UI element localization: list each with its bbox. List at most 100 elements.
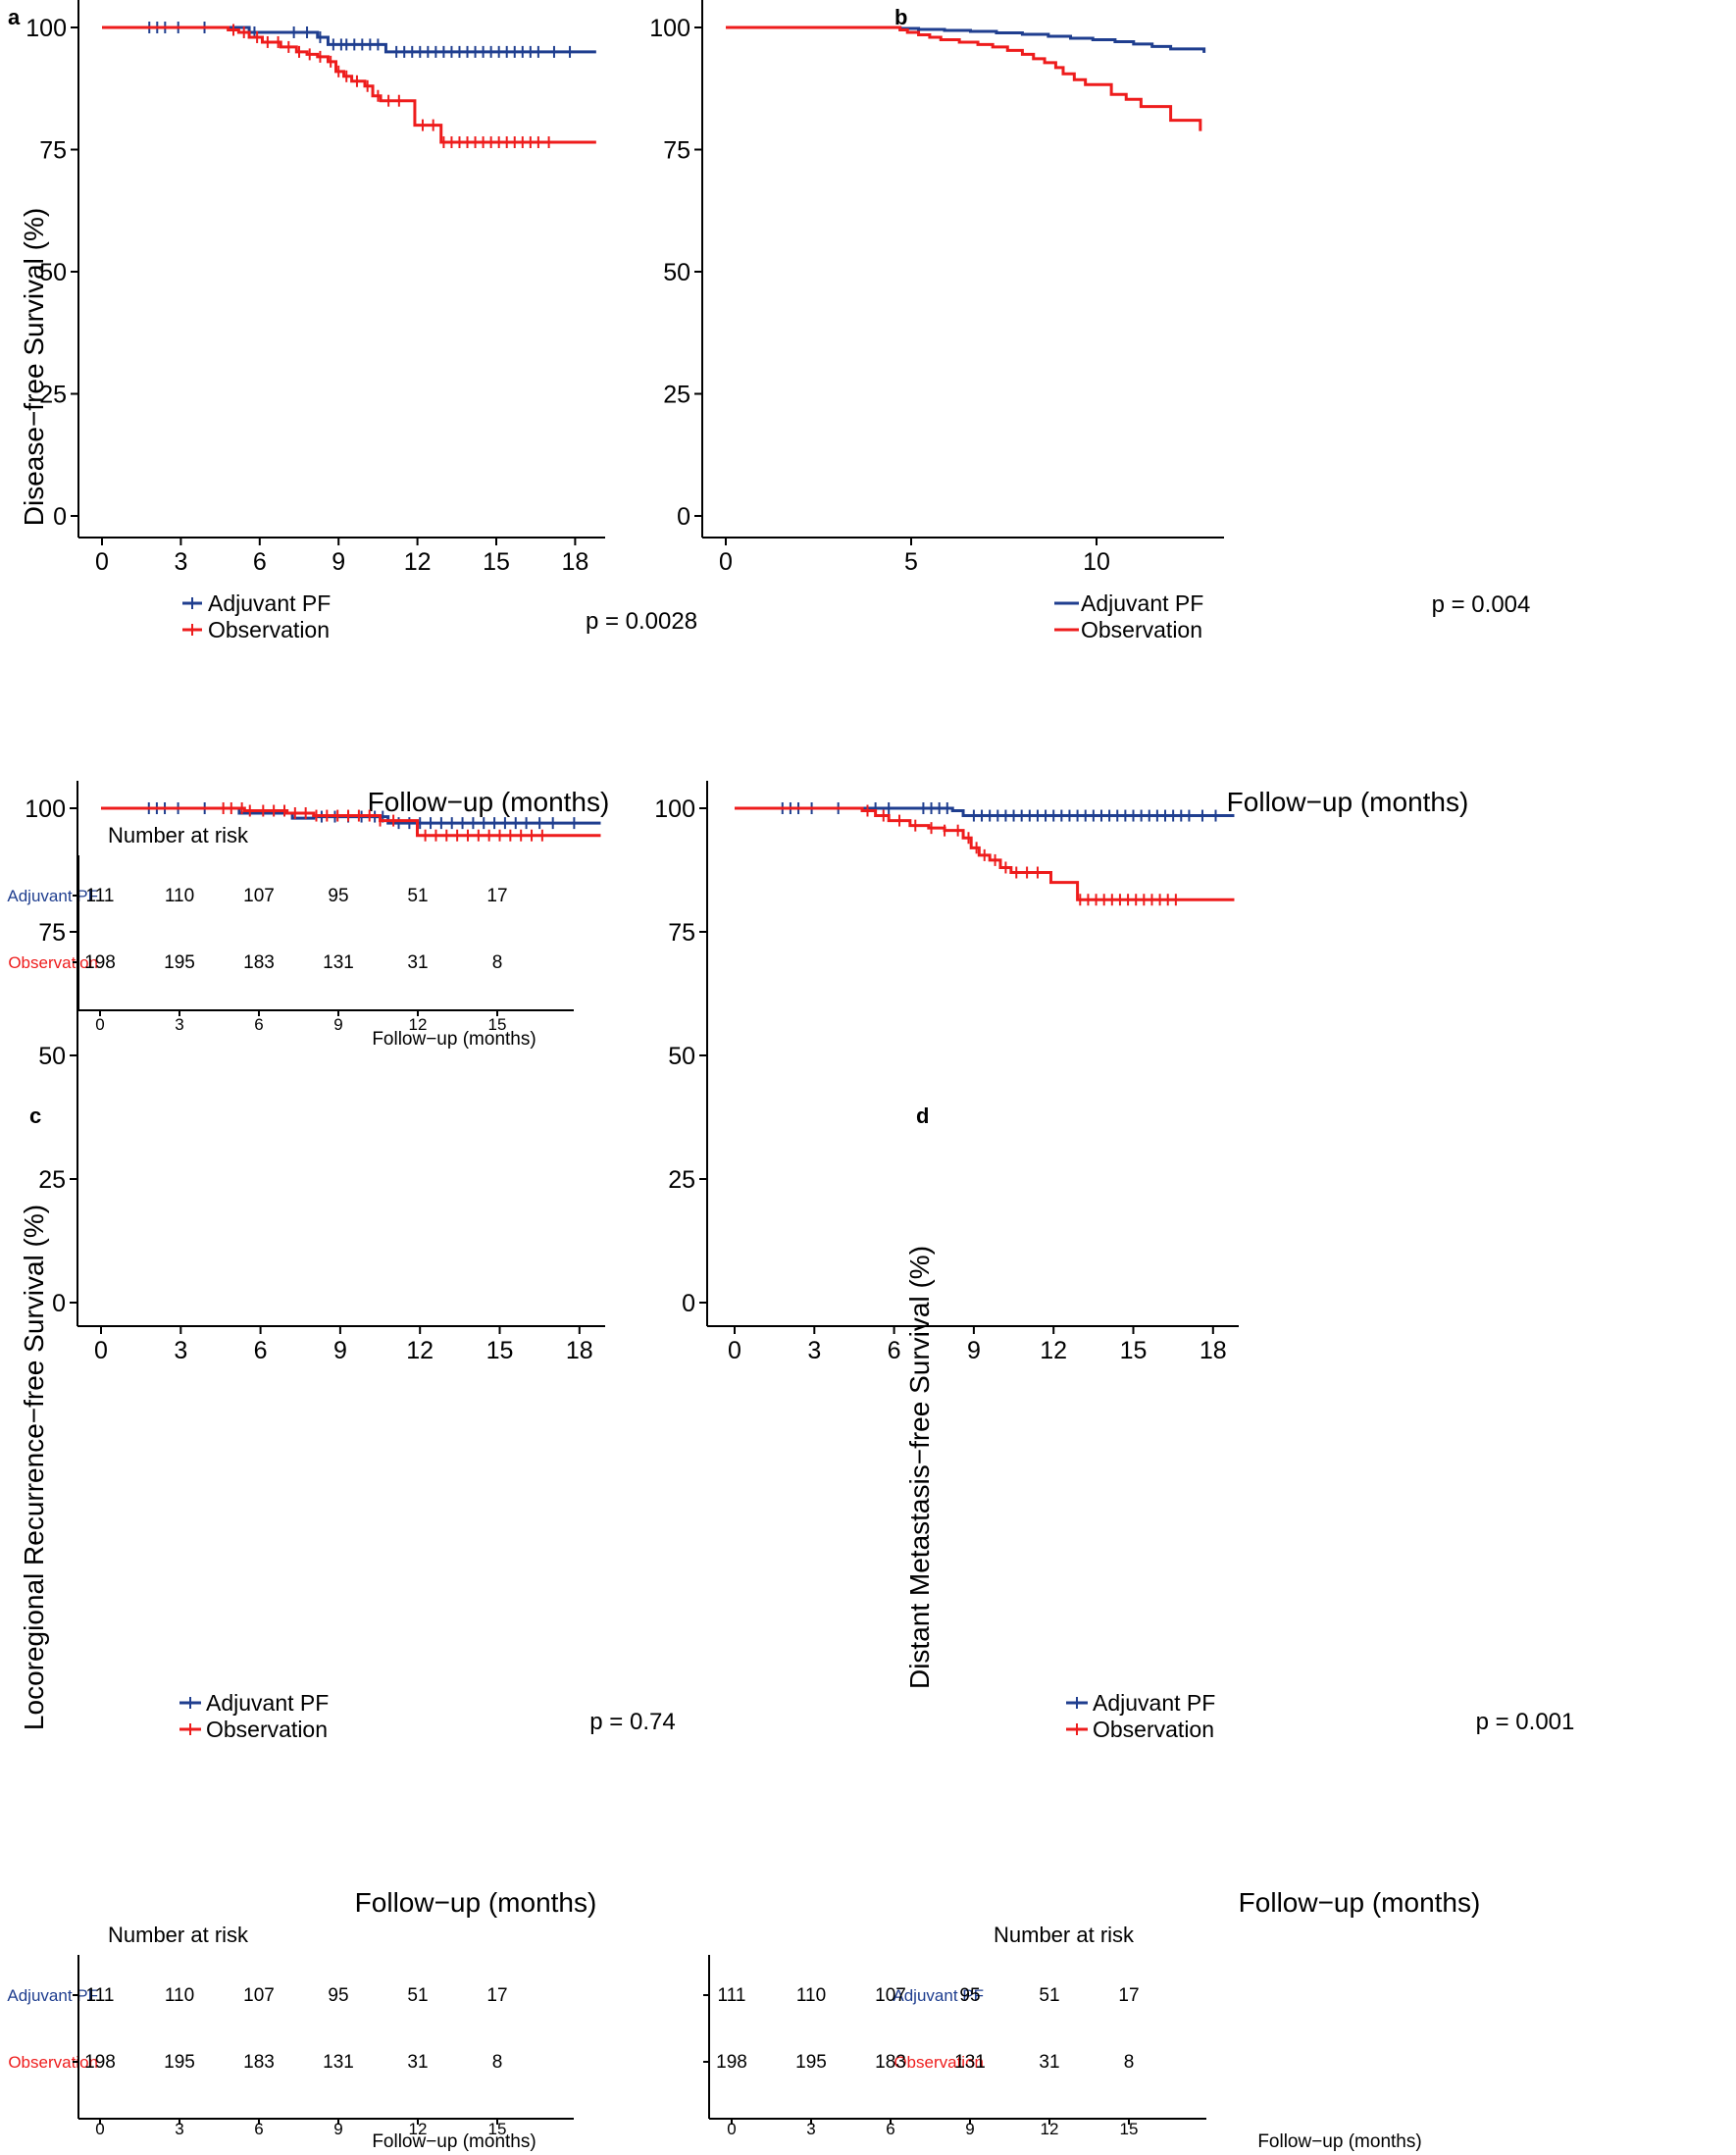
y-tick-label-b: 75 (663, 137, 690, 165)
risk-count-observation-a: 131 (323, 952, 354, 973)
legend-label-observation-c: Observation (206, 1717, 328, 1742)
legend-label-observation-d: Observation (1093, 1717, 1214, 1742)
y-tick-label-c: 100 (25, 795, 66, 823)
risk-count-observation-c: 131 (323, 2052, 354, 2073)
x-tick-label-b: 5 (904, 548, 918, 576)
y-tick-label-a: 100 (26, 15, 67, 42)
risk-x-tick-label-a: 9 (333, 1015, 342, 1034)
risk-x-tick-label-a: 15 (488, 1015, 507, 1034)
risk-x-tick-label-d: 6 (886, 2120, 894, 2138)
risk-x-tick-label-a: 0 (95, 1015, 104, 1034)
risk-x-tick-label-d: 12 (1041, 2120, 1059, 2138)
risk-count-observation-a: 31 (407, 952, 428, 973)
panel-c: c 0 25 50 75 100 0 3 6 9 12 15 18 Follow−up (months… (7, 781, 676, 2152)
risk-count-adjuvant-a: 107 (243, 886, 275, 906)
risk-count-observation-a: 8 (492, 952, 503, 973)
risk-count-observation-a: 183 (243, 952, 275, 973)
legend-label-adjuvant-c: Adjuvant PF (206, 1690, 329, 1716)
risk-x-tick-label-d: 9 (965, 2120, 974, 2138)
y-tick-label-d: 0 (682, 1290, 695, 1317)
risk-x-tick-label-c: 12 (409, 2120, 428, 2138)
legend-label-observation-a: Observation (208, 617, 330, 642)
risk-row-label-adjuvant-d: Adjuvant PF (893, 1986, 984, 2005)
y-tick-label-a: 0 (53, 503, 67, 531)
p-value-a: p = 0.0028 (586, 608, 697, 635)
risk-table-d: Number at risk Adjuvant PF Observation F… (703, 1923, 1422, 2152)
panel-letter-c: c (29, 1103, 41, 1128)
x-axis-label-c: Follow−up (months) (355, 1887, 597, 1918)
y-axis-label-d: Distant Metastasis−free Survival (%) (904, 1246, 935, 1689)
risk-x-tick-label-c: 0 (95, 2120, 104, 2138)
risk-count-adjuvant-c: 51 (407, 1985, 428, 2006)
adjuvant-curve-d (735, 806, 1235, 818)
legend-c: Adjuvant PF Observation (179, 1690, 329, 1742)
risk-title-a: Number at risk (108, 823, 249, 847)
risk-count-adjuvant-c: 95 (328, 1985, 348, 2006)
risk-row-label-observation-a: Observation (8, 953, 98, 972)
x-tick-label-a: 15 (483, 548, 510, 576)
risk-x-tick-label-d: 3 (806, 2120, 815, 2138)
adjuvant-curve-b (726, 26, 1206, 53)
risk-x-tick-label-a: 3 (175, 1015, 183, 1034)
risk-count-observation-c: 198 (84, 2052, 116, 2073)
y-tick-label-b: 0 (677, 503, 690, 531)
risk-x-tick-label-a: 12 (409, 1015, 428, 1034)
x-tick-label-d: 12 (1040, 1337, 1067, 1364)
risk-count-adjuvant-d: 110 (796, 1985, 826, 2006)
adjuvant-curve-a (102, 26, 596, 54)
x-tick-label-a: 12 (404, 548, 432, 576)
legend-b: Adjuvant PF Observation (1054, 590, 1203, 642)
observation-curve-b (726, 26, 1202, 131)
p-value-c: p = 0.74 (589, 1709, 675, 1735)
risk-count-adjuvant-d: 107 (875, 1985, 906, 2006)
x-axis-label-a: Follow−up (months) (368, 787, 610, 817)
risk-count-adjuvant-c: 110 (165, 1985, 194, 2006)
risk-count-observation-d: 195 (795, 2052, 827, 2073)
panel-letter-a: a (8, 5, 21, 29)
legend-label-adjuvant-a: Adjuvant PF (208, 590, 331, 616)
y-tick-label-c: 50 (38, 1043, 66, 1070)
observation-curve-a (102, 26, 596, 144)
y-tick-label-a: 25 (39, 382, 67, 409)
risk-count-observation-a: 195 (164, 952, 195, 973)
p-value-d: p = 0.001 (1476, 1709, 1575, 1735)
legend-a: Adjuvant PF Observation (182, 590, 331, 642)
risk-count-adjuvant-a: 17 (486, 886, 507, 906)
x-tick-label-c: 6 (254, 1337, 268, 1364)
y-axis-label-a: Disease−free Survival (%) (19, 208, 49, 526)
y-tick-label-b: 25 (663, 382, 690, 409)
risk-x-tick-label-c: 9 (333, 2120, 342, 2138)
x-tick-label-a: 3 (174, 548, 187, 576)
risk-x-tick-label-a: 6 (254, 1015, 263, 1034)
risk-count-observation-d: 198 (716, 2052, 747, 2073)
x-tick-label-d: 0 (728, 1337, 741, 1364)
x-tick-label-c: 0 (94, 1337, 108, 1364)
risk-row-label-observation-d: Observation (894, 2053, 984, 2072)
risk-count-adjuvant-d: 51 (1039, 1985, 1059, 2006)
legend-label-adjuvant-b: Adjuvant PF (1081, 590, 1203, 616)
y-tick-label-c: 0 (52, 1290, 66, 1317)
panel-letter-b: b (894, 5, 907, 29)
panel-a: a 0 25 50 75 100 0 3 6 9 12 15 18 Follow−up (months… (7, 0, 697, 1050)
risk-title-d: Number at risk (994, 1923, 1135, 1947)
risk-x-label-d: Follow−up (months) (1257, 2131, 1421, 2152)
x-tick-label-d: 18 (1200, 1337, 1227, 1364)
risk-count-adjuvant-a: 95 (328, 886, 348, 906)
km-plot-d: 0 25 50 75 100 0 3 6 9 12 15 18 (654, 781, 1239, 1364)
risk-count-adjuvant-d: 17 (1118, 1985, 1139, 2006)
risk-count-observation-c: 195 (164, 2052, 195, 2073)
y-tick-label-d: 25 (668, 1166, 695, 1194)
x-tick-label-c: 3 (174, 1337, 187, 1364)
x-tick-label-a: 18 (561, 548, 588, 576)
risk-count-adjuvant-c: 17 (486, 1985, 507, 2006)
x-axis-label-b: Follow−up (months) (1227, 787, 1469, 817)
risk-count-observation-d: 131 (954, 2052, 986, 2073)
risk-count-adjuvant-a: 51 (407, 886, 428, 906)
y-tick-label-d: 100 (654, 795, 695, 823)
y-tick-label-b: 100 (649, 15, 690, 42)
panel-letter-d: d (916, 1103, 929, 1128)
x-tick-label-a: 0 (95, 548, 109, 576)
risk-row-label-observation-c: Observation (8, 2053, 98, 2072)
risk-count-adjuvant-a: 110 (165, 886, 194, 906)
